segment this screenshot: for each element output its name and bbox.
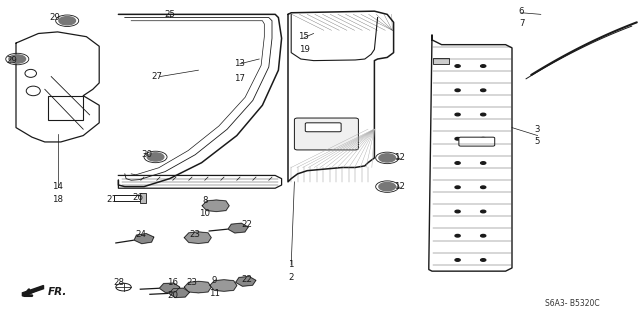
- Text: 5: 5: [535, 137, 540, 146]
- Text: 10: 10: [199, 209, 211, 218]
- Circle shape: [481, 234, 486, 237]
- Text: 20: 20: [167, 291, 179, 300]
- Circle shape: [455, 137, 460, 140]
- Polygon shape: [210, 280, 237, 291]
- Circle shape: [147, 153, 164, 161]
- Text: 25: 25: [164, 10, 175, 19]
- Text: S6A3- B5320C: S6A3- B5320C: [545, 299, 600, 308]
- Text: 12: 12: [394, 153, 406, 162]
- FancyBboxPatch shape: [140, 193, 146, 203]
- Text: 13: 13: [234, 59, 246, 68]
- FancyBboxPatch shape: [459, 137, 495, 146]
- Circle shape: [455, 186, 460, 189]
- FancyBboxPatch shape: [114, 195, 140, 201]
- Text: 23: 23: [186, 278, 198, 287]
- Text: 16: 16: [167, 278, 179, 287]
- FancyBboxPatch shape: [433, 58, 449, 64]
- Text: 28: 28: [113, 278, 124, 287]
- Circle shape: [481, 137, 486, 140]
- Text: 15: 15: [298, 32, 310, 41]
- Text: 17: 17: [234, 74, 246, 83]
- Circle shape: [481, 65, 486, 67]
- Text: 2: 2: [289, 273, 294, 282]
- Circle shape: [455, 65, 460, 67]
- Polygon shape: [134, 234, 154, 244]
- Text: 22: 22: [241, 220, 252, 229]
- Text: 29: 29: [6, 56, 17, 65]
- Text: 1: 1: [289, 260, 294, 269]
- Text: 22: 22: [241, 275, 252, 284]
- Text: 9: 9: [212, 276, 217, 285]
- Circle shape: [455, 259, 460, 261]
- Text: 8: 8: [202, 197, 207, 205]
- Circle shape: [481, 89, 486, 92]
- Text: 27: 27: [151, 72, 163, 81]
- Polygon shape: [202, 200, 229, 211]
- Polygon shape: [184, 232, 211, 243]
- Circle shape: [455, 210, 460, 213]
- FancyBboxPatch shape: [294, 118, 358, 150]
- Circle shape: [455, 113, 460, 116]
- Text: 21: 21: [106, 195, 118, 204]
- Text: 23: 23: [189, 230, 201, 239]
- Circle shape: [455, 234, 460, 237]
- Text: 6: 6: [519, 7, 524, 16]
- Text: 29: 29: [49, 13, 60, 22]
- Text: 3: 3: [535, 125, 540, 134]
- Circle shape: [481, 113, 486, 116]
- Polygon shape: [236, 277, 256, 286]
- Text: 30: 30: [141, 150, 153, 159]
- Polygon shape: [169, 288, 189, 298]
- Circle shape: [379, 154, 396, 162]
- Text: 7: 7: [519, 19, 524, 28]
- Text: FR.: FR.: [48, 286, 67, 297]
- Circle shape: [481, 259, 486, 261]
- Circle shape: [9, 55, 26, 63]
- Text: 11: 11: [209, 289, 220, 298]
- Circle shape: [455, 89, 460, 92]
- Text: 12: 12: [394, 182, 406, 191]
- Text: 19: 19: [299, 45, 309, 54]
- Circle shape: [59, 17, 76, 25]
- Polygon shape: [22, 286, 44, 296]
- Polygon shape: [184, 281, 211, 293]
- Circle shape: [455, 162, 460, 164]
- FancyBboxPatch shape: [305, 123, 341, 132]
- Polygon shape: [228, 223, 248, 233]
- Polygon shape: [159, 283, 180, 293]
- Circle shape: [481, 162, 486, 164]
- Circle shape: [481, 210, 486, 213]
- Text: 18: 18: [52, 195, 63, 204]
- Text: 24: 24: [135, 230, 147, 239]
- FancyBboxPatch shape: [48, 96, 83, 120]
- Text: 14: 14: [52, 182, 63, 191]
- Text: 26: 26: [132, 193, 143, 202]
- Circle shape: [379, 182, 396, 191]
- Circle shape: [481, 186, 486, 189]
